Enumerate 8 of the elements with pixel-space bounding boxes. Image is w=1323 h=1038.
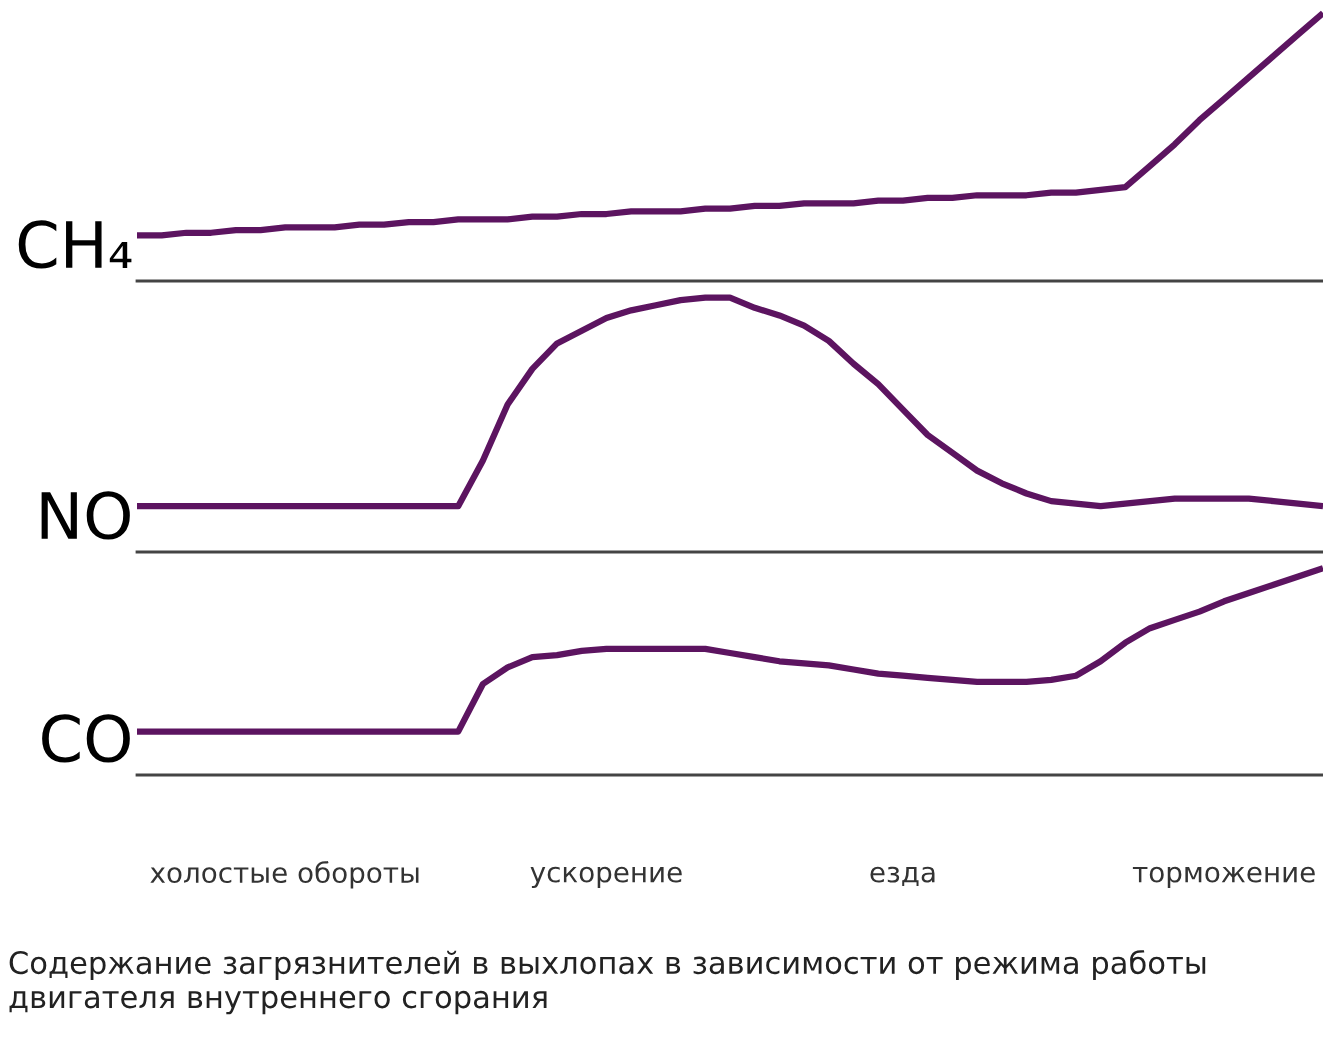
y-axis-title: CH₄ — [18, 220, 132, 269]
x-tick-label: ускорение — [530, 866, 682, 888]
y-axis-title: CO — [42, 714, 130, 763]
x-tick-label: холостые обороты — [150, 861, 419, 889]
x-tick-label: торможение — [1132, 866, 1315, 888]
y-axis-title: NO — [41, 491, 130, 540]
x-tick-label: езда — [870, 866, 935, 887]
text: Содержание загрязнителей в выхлопах в зависимости от режима работы двигателя внутреннего сгорания — [9, 950, 1206, 1015]
